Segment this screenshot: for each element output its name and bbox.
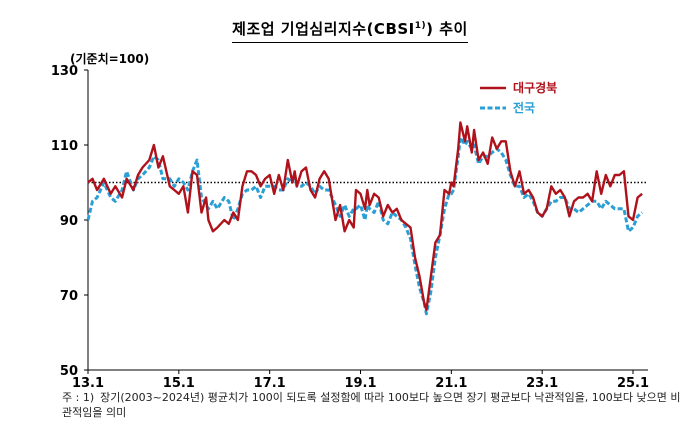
y-tick-label: 110 [51, 139, 78, 154]
x-tick-label: 23.1 [526, 376, 558, 391]
x-tick-label: 21.1 [435, 376, 467, 391]
x-tick-label: 25.1 [617, 376, 649, 391]
chart-title-sup: 1) [414, 21, 427, 31]
series-line-national [86, 136, 644, 316]
y-tick-label: 130 [51, 64, 78, 79]
y-tick-label: 50 [60, 364, 78, 379]
unit-label: (기준치=100) [70, 52, 150, 66]
y-tick-label: 70 [60, 289, 78, 304]
chart-title: 제조업 기업심리지수(CBSI1)) 추이 [0, 18, 700, 43]
x-tick-label: 13.1 [72, 376, 104, 391]
x-tick-label: 15.1 [163, 376, 195, 391]
y-tick-label: 90 [60, 214, 78, 229]
title-underline [232, 42, 468, 43]
footnote: 주 : 1) 장기(2003~2024년) 평균치가 100이 되도록 설정함에 … [62, 390, 682, 420]
chart-title-main: 제조업 기업심리지수(CBSI [232, 20, 415, 38]
footnote-text: 장기(2003~2024년) 평균치가 100이 되도록 설정함에 따라 100… [62, 391, 681, 419]
chart-title-tail: ) 추이 [426, 20, 468, 38]
legend-label: 대구경북 [513, 81, 557, 95]
footnote-prefix: 주 : 1) [62, 391, 95, 404]
chart-axes: 50 70 90 110 130 13.1 15.1 17.1 19.1 21.1 23.1 25.1 [51, 64, 649, 391]
series-line-daegu-gyeongbuk [87, 121, 643, 312]
chart-lines [86, 121, 644, 316]
legend-label: 전국 [513, 100, 535, 115]
x-tick-label: 17.1 [254, 376, 286, 391]
x-tick-label: 19.1 [344, 376, 376, 391]
